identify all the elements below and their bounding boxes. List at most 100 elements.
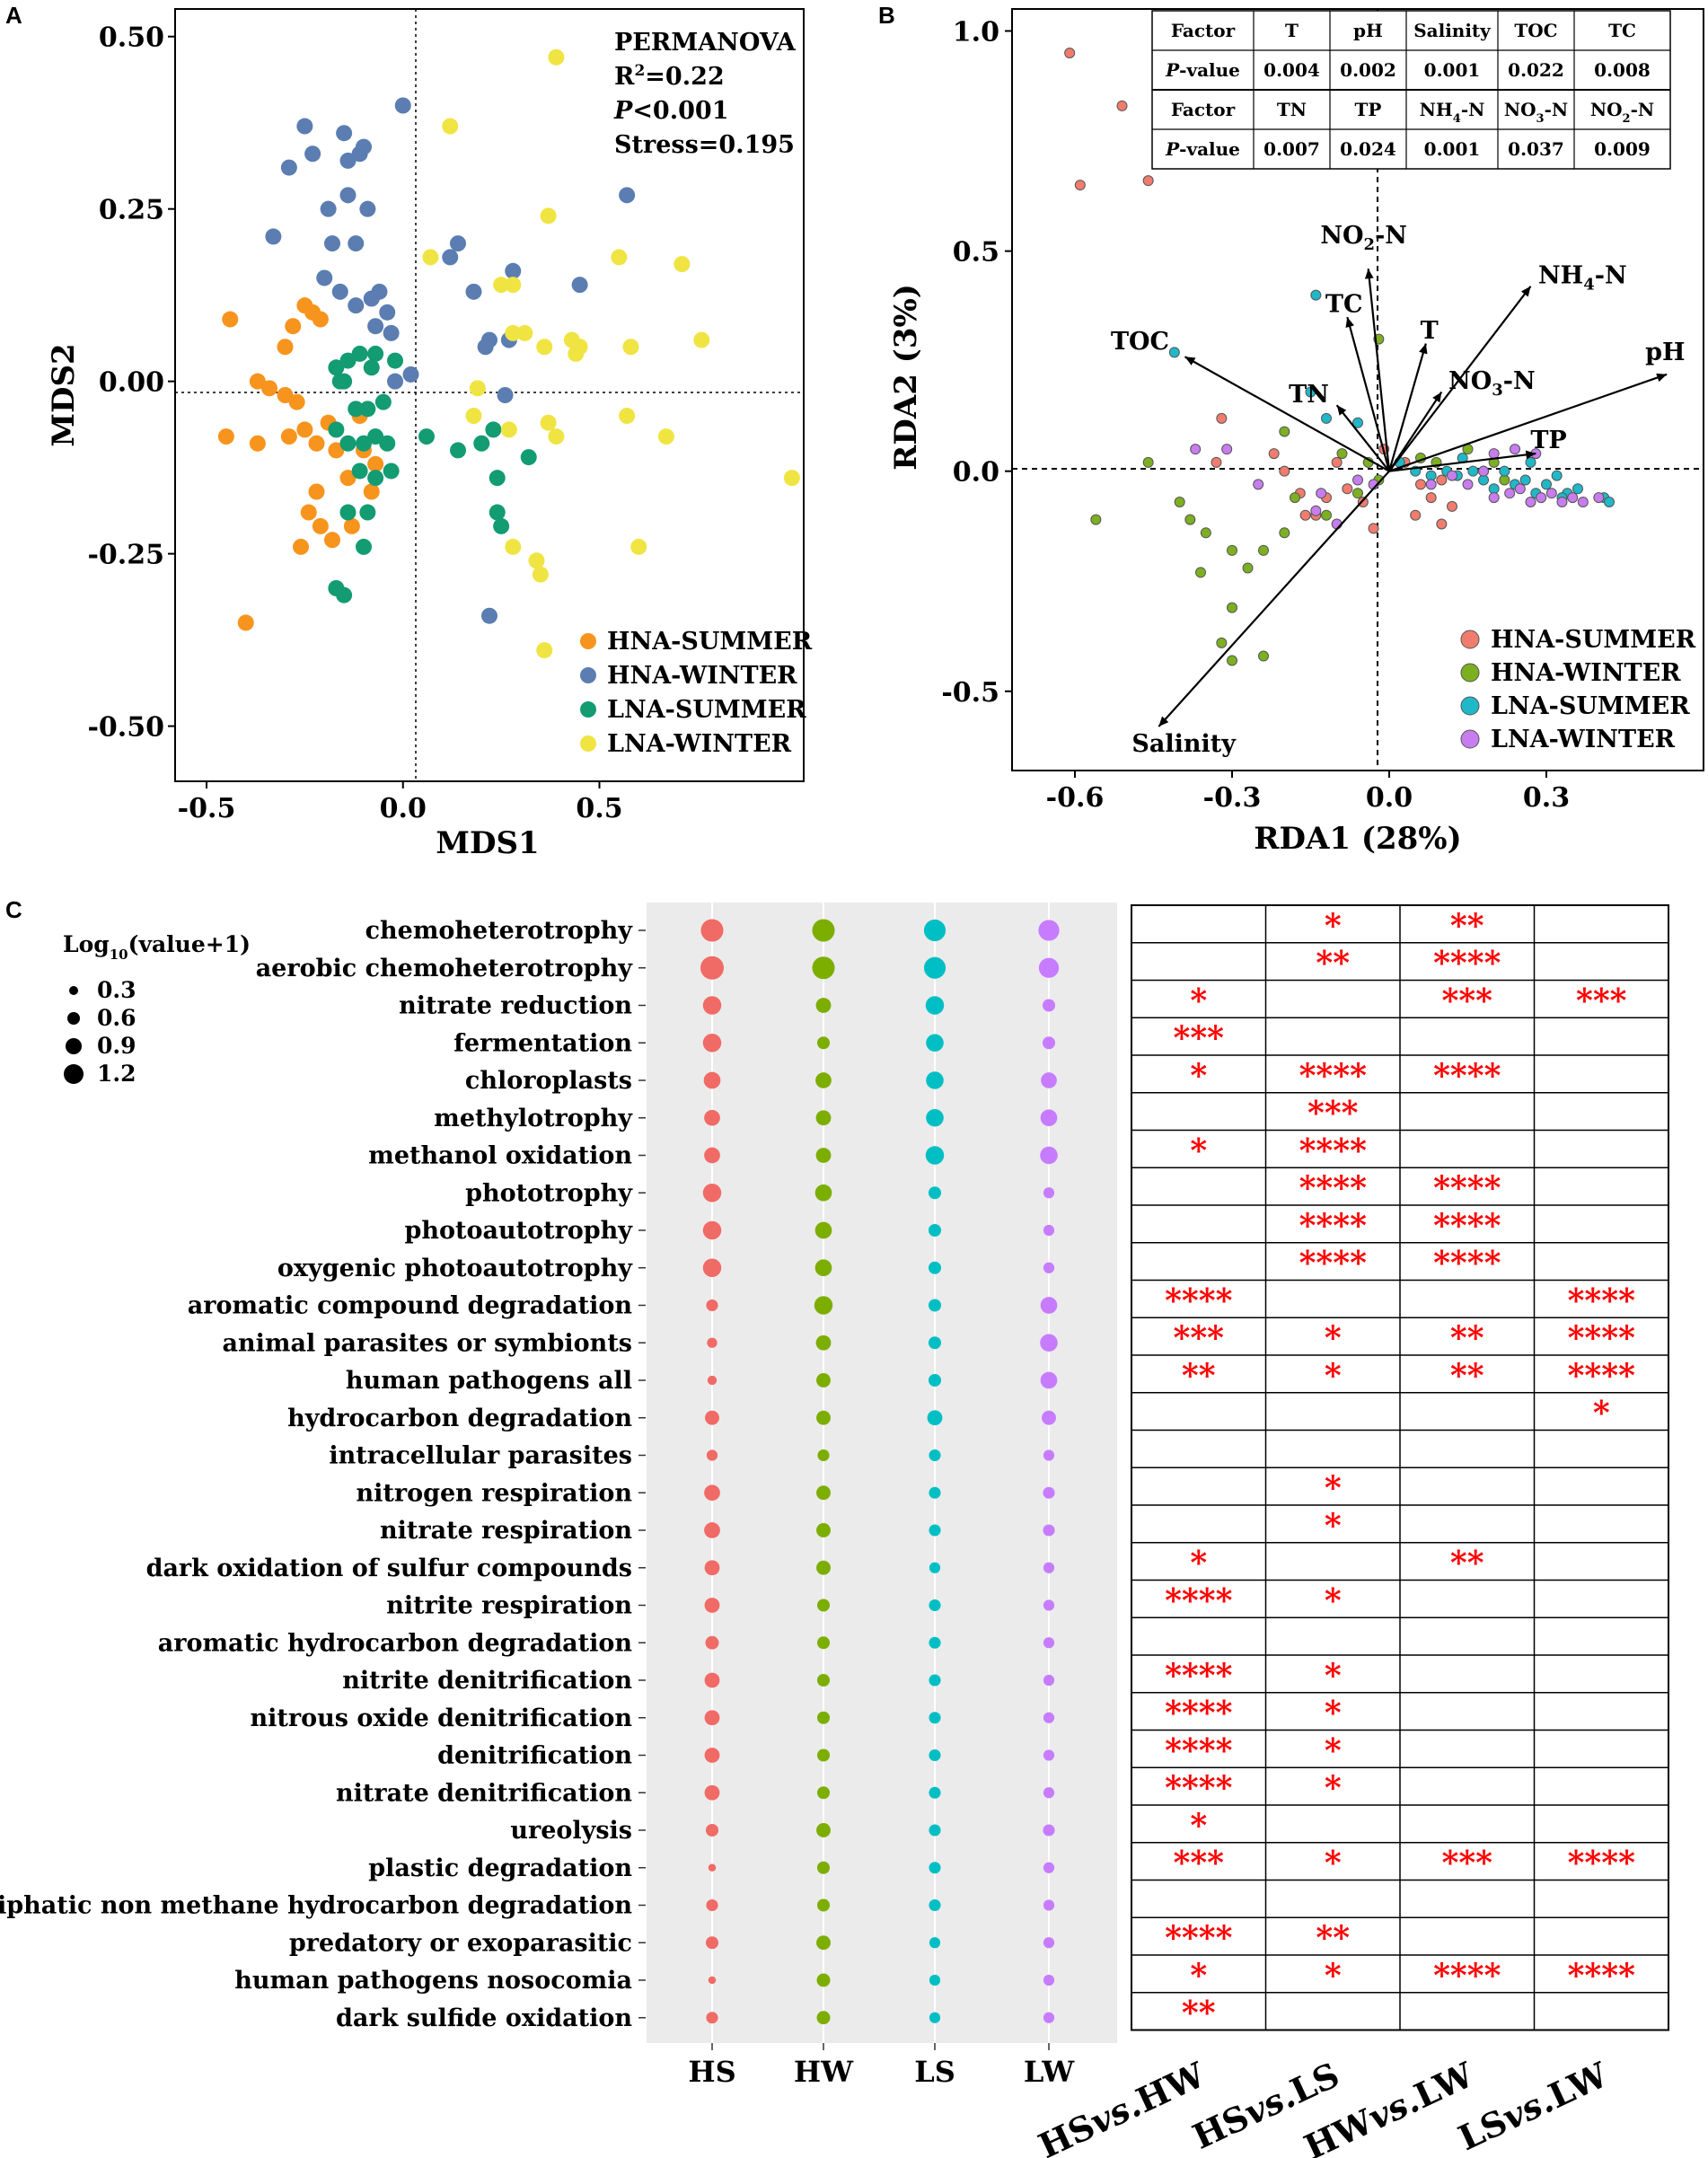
bubble: [815, 1110, 832, 1126]
bubble: [1043, 1224, 1055, 1237]
data-point: [285, 318, 302, 335]
function-label: dark sulfide oxidation: [336, 2004, 632, 2032]
bubble: [1043, 1187, 1055, 1199]
permanova-title: PERMANOVA: [614, 29, 797, 57]
legend-label: LNA-WINTER: [1491, 726, 1676, 753]
data-point: [277, 387, 294, 403]
data-point: [481, 607, 497, 624]
data-point: [1064, 48, 1076, 59]
data-point: [536, 642, 553, 659]
data-point: [1321, 509, 1332, 521]
data-point: [328, 359, 345, 376]
significance-mark: ***: [1174, 1319, 1225, 1357]
legend-label: LNA-SUMMER: [607, 696, 806, 724]
significance-mark: ***: [1174, 1845, 1225, 1882]
table-pvalue: 0.008: [1594, 59, 1651, 81]
function-label: predatory or exoparasitic: [289, 1929, 632, 1957]
x-tick-label: 0.0: [1366, 782, 1413, 814]
table-pvalue: 0.001: [1424, 138, 1481, 160]
bubble: [816, 1711, 831, 1724]
data-point: [520, 449, 537, 466]
bubble: [929, 2012, 941, 2023]
data-point: [693, 331, 710, 348]
significance-mark: ***: [1576, 982, 1627, 1019]
data-point: [1168, 347, 1180, 358]
legend-swatch: [580, 735, 596, 752]
bubble: [815, 1334, 832, 1351]
significance-mark: **: [1450, 907, 1484, 945]
size-legend-items: 0.30.60.91.2: [64, 977, 136, 1087]
data-point: [367, 428, 384, 445]
data-point: [1352, 417, 1363, 428]
permanova-stress: Stress=0.195: [614, 131, 795, 159]
data-point: [249, 373, 266, 390]
data-point: [489, 470, 506, 487]
table-pvalue: 0.009: [1594, 138, 1651, 160]
data-point: [280, 159, 297, 176]
bubble: [1043, 1712, 1055, 1723]
data-point: [485, 421, 502, 438]
comparison-label: LSvs.LW: [1452, 2054, 1615, 2158]
data-point: [1541, 479, 1552, 490]
bubble: [1041, 1072, 1057, 1088]
bubble: [1043, 1262, 1055, 1273]
bubble: [816, 1373, 831, 1387]
bubble: [706, 2012, 718, 2024]
table-pvalue: 0.004: [1263, 59, 1320, 81]
arrow-shaft: [1388, 452, 1536, 472]
bubble: [928, 1336, 942, 1350]
bubble: [708, 1976, 717, 1985]
table-factor: NO3-N: [1504, 99, 1568, 126]
significance-mark: ****: [1165, 1731, 1232, 1769]
bubble: [816, 1560, 831, 1575]
bubble: [929, 1824, 941, 1837]
size-legend-title: Log10(value+1): [63, 931, 251, 963]
arrow-head: [1520, 286, 1531, 297]
bubble: [812, 956, 835, 980]
significance-mark: *: [1325, 1319, 1342, 1357]
data-point: [469, 380, 486, 397]
x-tick-label: 0.0: [380, 793, 427, 824]
arrow-shaft: [1346, 316, 1391, 471]
size-legend-label: 0.3: [97, 977, 136, 1003]
data-point: [540, 207, 557, 225]
size-legend-title-suffix: (value+1): [128, 931, 251, 957]
data-point: [622, 339, 639, 356]
r2-sup: 2: [634, 62, 645, 80]
table-pvalue-header: P-value: [1165, 138, 1240, 160]
data-point: [1488, 492, 1500, 504]
function-label: denitrification: [437, 1742, 632, 1770]
significance-mark: **: [1316, 1919, 1350, 1957]
significance-mark: ****: [1568, 1282, 1635, 1319]
function-label: animal parasites or symbionts: [223, 1329, 632, 1357]
data-point: [1268, 448, 1280, 460]
bubble: [707, 1375, 718, 1386]
data-point: [1478, 465, 1489, 477]
bubble: [923, 956, 946, 979]
bubble: [929, 1636, 941, 1649]
data-point: [348, 235, 365, 252]
bubble: [816, 1673, 831, 1687]
bubble: [700, 919, 724, 942]
panel-a-y-ticks: 0.50 0.25 0.00 -0.25 -0.50: [87, 22, 175, 744]
bubble: [702, 996, 722, 1015]
significance-mark: ****: [1433, 1957, 1501, 1995]
bubble: [1038, 920, 1060, 941]
bubble-grid: [700, 903, 1060, 2043]
significance-mark: ****: [1165, 1581, 1232, 1619]
bubble: [1043, 1899, 1055, 1911]
bubble: [929, 1449, 941, 1462]
bubble-panel-bg: [647, 903, 1117, 2043]
bubble: [702, 1220, 722, 1240]
data-point: [331, 283, 348, 300]
group-label: LW: [1024, 2055, 1075, 2089]
permanova-r2: R2=0.22: [614, 62, 725, 91]
data-point: [1415, 479, 1426, 490]
significance-mark: ***: [1174, 1019, 1225, 1057]
function-label: nitrate reduction: [399, 992, 632, 1020]
bubble: [817, 1449, 830, 1462]
bubble: [816, 1636, 831, 1650]
data-point: [1551, 470, 1563, 481]
bubble: [929, 1562, 941, 1573]
data-point: [1567, 492, 1579, 504]
